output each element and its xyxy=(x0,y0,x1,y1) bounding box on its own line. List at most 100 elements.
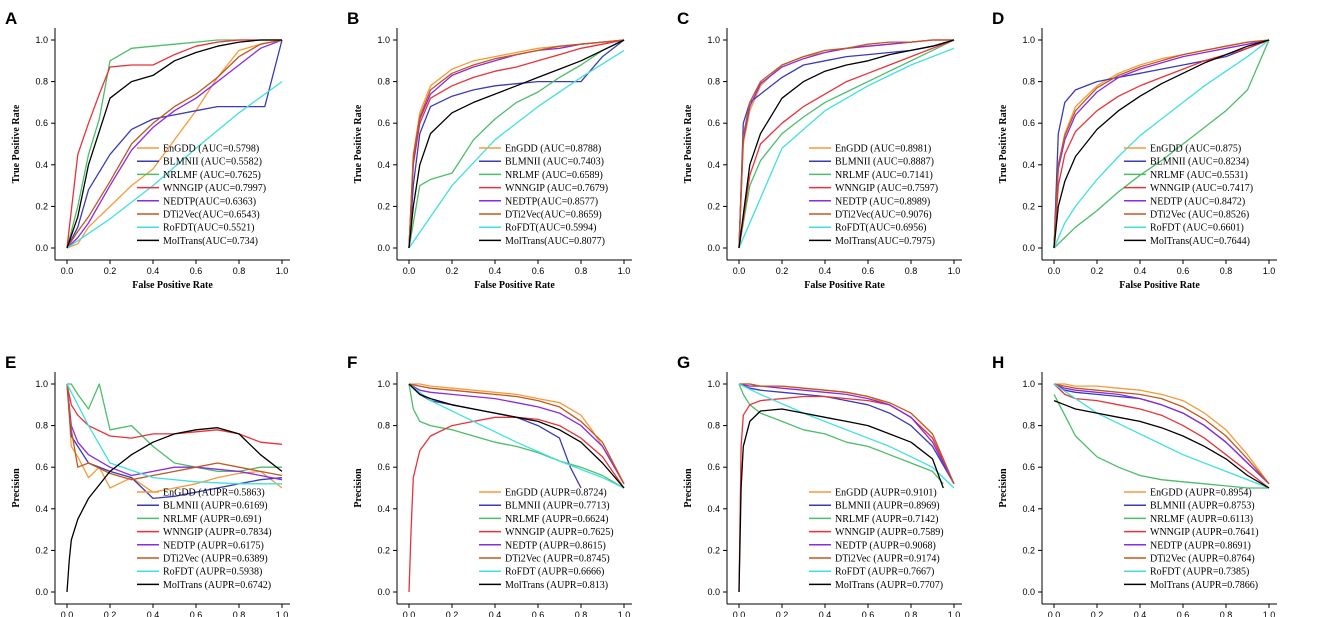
series-line-nrlmf xyxy=(408,39,625,249)
legend-entry: RoFDT (AUPR=0.7667) xyxy=(835,567,934,578)
series-line-moltrans xyxy=(408,39,625,249)
y-tick-label: 0.4 xyxy=(707,160,720,170)
legend-entry: RoFDT (AUPR=0.5938) xyxy=(163,567,262,578)
series-line-nrlmf xyxy=(408,383,625,489)
panel-e: E0.00.20.40.60.81.00.00.20.40.60.81.0Rec… xyxy=(5,353,290,617)
x-tick-label: 0.0 xyxy=(1048,610,1061,617)
x-tick-label: 0.0 xyxy=(403,266,416,276)
x-tick-label: 0.8 xyxy=(233,610,246,617)
series-line-dti2vec xyxy=(1053,383,1270,485)
x-tick-label: 0.2 xyxy=(104,610,117,617)
legend-entry: DTi2Vec (AUPR=0.8745) xyxy=(505,554,610,565)
legend-entry: NEDTP (AUC=0.8472) xyxy=(1150,196,1245,207)
series-line-dti2vec xyxy=(66,383,283,481)
series-line-engdd xyxy=(1054,383,1270,485)
series-line-nedtp xyxy=(66,383,283,481)
x-axis-label: False Positive Rate xyxy=(1119,280,1200,291)
x-tick-label: 0.6 xyxy=(1177,610,1190,617)
series-line-nedtp xyxy=(66,39,283,249)
legend-entry: MolTrans (AUPR=0.6742) xyxy=(163,580,271,591)
x-tick-label: 0.2 xyxy=(104,266,117,276)
legend-entry: RoFDT(AUC=0.5521) xyxy=(163,223,254,234)
legend-entry: MolTrans(AUC=0.7644) xyxy=(1150,236,1250,247)
series-line-wnngip xyxy=(1053,383,1270,489)
series-line-blmnii xyxy=(1053,39,1270,249)
y-tick-label: 0.0 xyxy=(1022,587,1035,597)
legend-entry: NEDTP (AUC=0.8989) xyxy=(835,196,930,207)
x-tick-label: 0.6 xyxy=(862,266,875,276)
series-line-engdd xyxy=(409,383,625,485)
legend-entry: EnGDD (AUPR=0.5863) xyxy=(163,488,265,499)
series-line-rofdt xyxy=(408,49,625,249)
x-tick-label: 1.0 xyxy=(276,610,289,617)
panel-label: B xyxy=(347,9,359,28)
x-tick-label: 0.6 xyxy=(190,610,203,617)
x-tick-label: 0.4 xyxy=(489,266,502,276)
series-line-moltrans xyxy=(738,408,944,593)
x-tick-label: 1.0 xyxy=(276,266,289,276)
y-axis-label: True Positive Rate xyxy=(683,104,694,183)
x-tick-label: 0.6 xyxy=(190,266,203,276)
series-line-nedtp xyxy=(408,383,625,485)
x-tick-label: 0.4 xyxy=(1134,610,1147,617)
x-tick-label: 1.0 xyxy=(618,266,631,276)
legend-entry: WNNGIP (AUC=0.7597) xyxy=(835,183,938,194)
panel-label: C xyxy=(677,9,689,28)
y-tick-label: 1.0 xyxy=(1022,35,1035,45)
panel-a: A 0.0 0.2 0.4 0.6 0.8 1.0 0.0 0.2 0.4 0.6 0.8 1.0 Fal… xyxy=(5,9,290,291)
y-tick-label: 1.0 xyxy=(707,35,720,45)
y-tick-label: 0.2 xyxy=(1022,201,1035,211)
x-tick-label: 0.2 xyxy=(446,266,459,276)
legend-entry: DTi2Vec(AUC=0.8659) xyxy=(505,210,602,221)
legend-entry: MolTrans(AUC=0.7975) xyxy=(835,236,935,247)
legend-entry: EnGDD (AUC=0.5798) xyxy=(163,144,259,155)
legend-entry: NRLMF (AUC=0.7625) xyxy=(163,170,261,181)
panel-label: E xyxy=(5,353,16,372)
y-tick-label: 0.2 xyxy=(377,201,390,211)
x-tick-label: 0.4 xyxy=(147,610,160,617)
legend-entry: NEDTP (AUPR=0.9068) xyxy=(835,540,936,551)
legend-entry: BLMNII (AUPR=0.8969) xyxy=(835,501,940,512)
x-axis-label: False Positive Rate xyxy=(132,280,213,291)
series-line-rofdt xyxy=(738,383,955,489)
x-tick-label: 0.8 xyxy=(1220,610,1233,617)
series-line-dti2vec xyxy=(739,383,955,485)
series-line-nrlmf xyxy=(67,383,282,473)
y-tick-label: 0.4 xyxy=(35,504,48,514)
x-tick-label: 1.0 xyxy=(948,610,961,617)
legend-entry: NRLMF (AUPR=0.6113) xyxy=(1150,514,1253,525)
y-tick-label: 0.8 xyxy=(35,421,48,431)
x-tick-label: 0.6 xyxy=(862,610,875,617)
legend-entry: WNNGIP (AUC=0.7997) xyxy=(163,183,266,194)
x-tick-label: 0.8 xyxy=(575,266,588,276)
panel-label: A xyxy=(5,9,17,28)
x-tick-label: 0.4 xyxy=(819,610,832,617)
legend-entry: DTi2Vec(AUC=0.6543) xyxy=(163,210,260,221)
legend-entry: WNNGIP (AUC=0.7679) xyxy=(505,183,608,194)
series-line-wnngip xyxy=(66,39,282,249)
panel-c: C 0.0 0.2 0.4 0.6 0.8 1.0 0.0 0.2 0.4 0.6 0.8 1.0 Fal… xyxy=(677,9,962,291)
x-tick-label: 0.2 xyxy=(446,610,459,617)
legend-entry: BLMNII (AUC=0.5582) xyxy=(163,157,262,168)
y-tick-label: 0.2 xyxy=(35,545,48,555)
y-tick-label: 0.4 xyxy=(377,160,390,170)
x-tick-label: 1.0 xyxy=(618,610,631,617)
x-tick-label: 0.4 xyxy=(1134,266,1147,276)
y-tick-label: 0.4 xyxy=(707,504,720,514)
legend-entry: DTi2Vec (AUPR=0.9174) xyxy=(835,554,940,565)
panel-h: H0.00.20.40.60.81.00.00.20.40.60.81.0Rec… xyxy=(992,353,1277,617)
series-line-moltrans xyxy=(66,427,283,593)
panel-f: F0.00.20.40.60.81.00.00.20.40.60.81.0Rec… xyxy=(347,353,632,617)
y-tick-label: 0.8 xyxy=(707,421,720,431)
panel-label: F xyxy=(347,353,357,372)
legend-entry: RoFDT (AUC=0.6601) xyxy=(1150,223,1244,234)
y-tick-label: 0.2 xyxy=(1022,545,1035,555)
y-tick-label: 0.6 xyxy=(1022,462,1035,472)
series-line-dti2vec xyxy=(408,383,625,485)
x-tick-label: 0.0 xyxy=(733,610,746,617)
legend-entry: DTi2Vec (AUC=0.8526) xyxy=(1150,210,1249,221)
y-axis-label: Precision xyxy=(683,468,694,508)
y-tick-label: 0.2 xyxy=(377,545,390,555)
y-axis-label: True Positive Rate xyxy=(11,104,22,183)
y-tick-label: 0.0 xyxy=(35,587,48,597)
